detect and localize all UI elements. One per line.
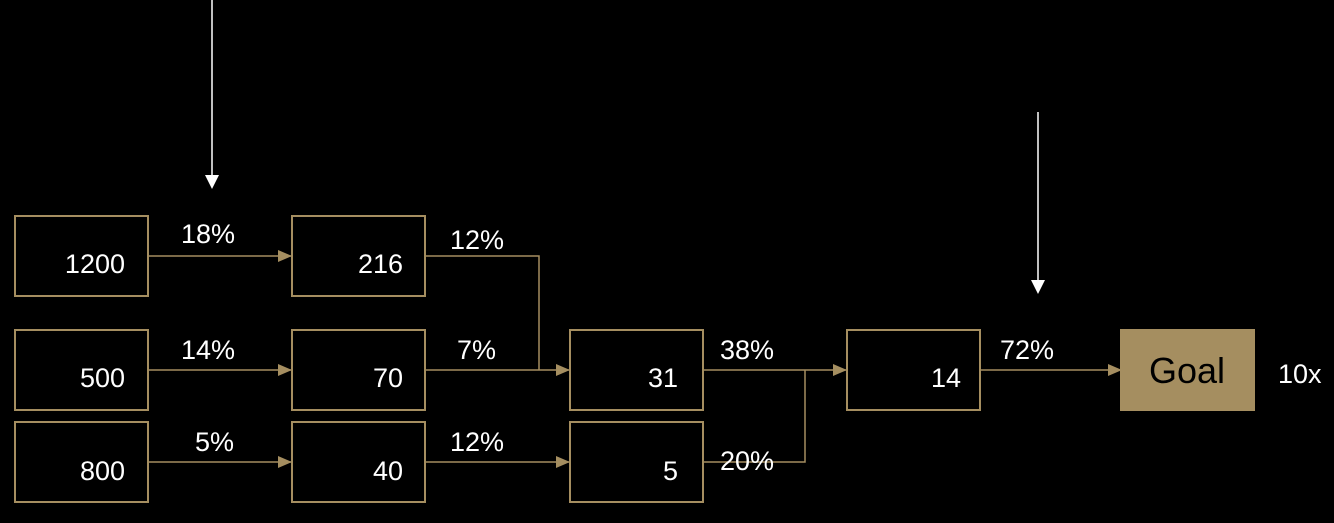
node-value-40: 40 (373, 456, 403, 486)
node-value-500: 500 (80, 363, 125, 393)
node-box-500 (14, 329, 149, 411)
node-box-800 (14, 421, 149, 503)
node-box-1200 (14, 215, 149, 297)
goal-label: Goal (1149, 350, 1225, 391)
node-value-70: 70 (373, 363, 403, 393)
rate-label: 12% (450, 427, 504, 457)
rate-label: 18% (181, 219, 235, 249)
node-box-5 (569, 421, 704, 503)
rate-label: 5% (195, 427, 234, 457)
down-arrow-icon (205, 0, 219, 189)
node-value-14: 14 (931, 363, 961, 393)
node-value-5: 5 (663, 456, 678, 486)
rate-label: 72% (1000, 335, 1054, 365)
rate-label: 38% (720, 335, 774, 365)
down-arrow-icon (1031, 112, 1045, 294)
node-box-14 (846, 329, 981, 411)
rate-label: 7% (457, 335, 496, 365)
node-value-1200: 1200 (65, 249, 125, 279)
node-box-31 (569, 329, 704, 411)
node-value-800: 800 (80, 456, 125, 486)
node-value-216: 216 (358, 249, 403, 279)
node-box-216 (291, 215, 426, 297)
connector-c2-d1 (702, 370, 806, 463)
node-value-31: 31 (648, 363, 678, 393)
node-box-40 (291, 421, 426, 503)
rate-label: 14% (181, 335, 235, 365)
multiplier-label: 10x (1278, 359, 1322, 389)
rate-label: 20% (720, 446, 774, 476)
node-box-70 (291, 329, 426, 411)
rate-label: 12% (450, 225, 504, 255)
connector-b1-c1 (425, 255, 540, 370)
goal-box (1120, 329, 1255, 411)
